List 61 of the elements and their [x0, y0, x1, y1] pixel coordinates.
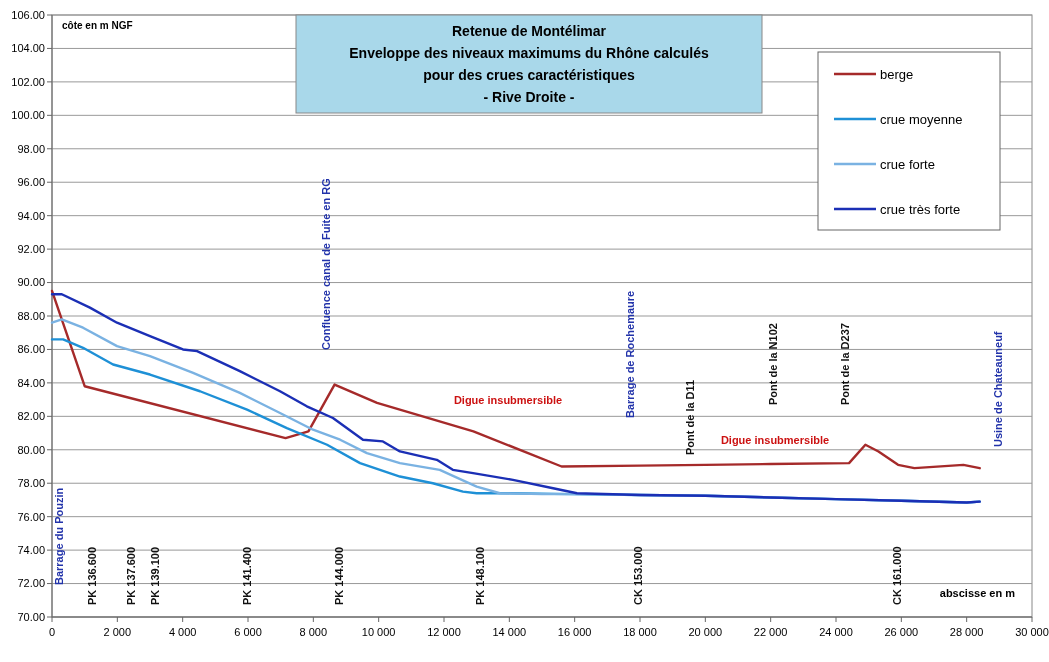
annotation: Barrage du Pouzin: [52, 487, 65, 585]
annotation: PK 136.600: [85, 546, 98, 605]
legend-label: crue moyenne: [880, 111, 963, 127]
x-tick-label: 16 000: [557, 626, 592, 638]
x-tick-label: 6 000: [234, 626, 262, 638]
annotation: PK 148.100: [473, 546, 486, 605]
x-tick-label: 20 000: [688, 626, 723, 638]
y-tick-label: 92.00: [17, 242, 45, 255]
annotation: Pont de la D11: [683, 379, 696, 455]
x-tick-label: 22 000: [753, 626, 788, 638]
x-tick-label: 12 000: [427, 626, 461, 638]
annotation: CK 161.000: [890, 546, 903, 605]
x-tick-label: 28 000: [949, 626, 984, 638]
annotation: Pont de la D237: [838, 323, 851, 405]
y-tick-label: 104.00: [11, 42, 45, 55]
y-tick-label: 70.00: [17, 610, 45, 623]
y-tick-label: 82.00: [17, 410, 45, 423]
text: Retenue de Montélimar: [451, 23, 607, 39]
y-tick-label: 94.00: [17, 209, 45, 222]
y-tick-label: 90.00: [17, 276, 45, 289]
legend-label: crue très forte: [880, 201, 961, 217]
x-tick-label: 26 000: [884, 626, 919, 638]
x-axis-title: abscisse en m: [939, 587, 1016, 599]
y-tick-label: 84.00: [17, 376, 45, 389]
y-tick-label: 76.00: [17, 510, 45, 523]
annotation: Digue insubmersible: [720, 434, 830, 446]
y-tick-label: 72.00: [17, 577, 45, 590]
x-tick-label: 14 000: [492, 626, 527, 638]
y-tick-label: 78.00: [17, 477, 45, 490]
x-tick-label: 4 000: [168, 626, 197, 638]
annotation: PK 144.000: [332, 546, 345, 605]
annotation: Usine de Chateauneuf: [991, 331, 1004, 447]
x-tick-label: 24 000: [819, 626, 853, 638]
x-tick-label: 30 000: [1015, 626, 1049, 638]
line-series: [50, 289, 981, 470]
text: Enveloppe des niveaux maximums du Rhône calculés pour des crues caractéristiques - Rive Droite -: [349, 45, 709, 105]
annotation: PK 137.600: [124, 546, 137, 605]
y-tick-label: 106.00: [11, 8, 45, 21]
annotation: CK 153.000: [631, 546, 644, 605]
legend-label: berge: [880, 66, 914, 82]
y-axis-title: côte en m NGF: [62, 20, 133, 31]
annotation: Digue insubmersible: [453, 394, 563, 406]
annotation: Barrage de Rochemaure: [623, 290, 636, 418]
x-tick-label: 2 000: [103, 626, 132, 638]
y-tick-label: 86.00: [17, 343, 45, 356]
annotation: Pont de la N102: [766, 323, 779, 405]
y-tick-label: 96.00: [17, 176, 45, 189]
legend-label: crue forte: [880, 156, 935, 172]
y-tick-label: 88.00: [17, 309, 45, 322]
y-tick-label: 80.00: [17, 443, 45, 456]
x-tick-label: 0: [48, 626, 56, 638]
y-tick-label: 74.00: [17, 543, 45, 556]
annotation: PK 139.100: [148, 546, 161, 605]
y-tick-label: 102.00: [11, 75, 45, 88]
x-tick-label: 18 000: [623, 626, 657, 638]
annotation: Confluence canal de Fuite en RG: [319, 178, 332, 350]
y-tick-label: 100.00: [11, 109, 45, 122]
x-tick-label: 8 000: [299, 626, 328, 638]
annotation: PK 141.400: [240, 546, 253, 605]
x-tick-label: 10 000: [361, 626, 396, 638]
y-tick-label: 98.00: [17, 142, 45, 155]
